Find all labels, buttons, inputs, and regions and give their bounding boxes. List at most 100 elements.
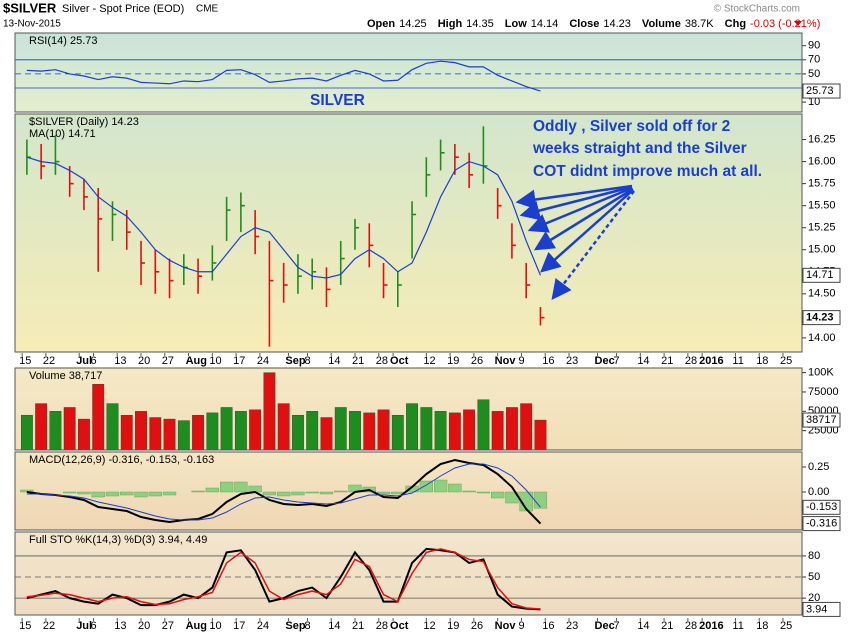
y-tick-label: 16.00 xyxy=(808,156,836,168)
x-tick-label: 6 xyxy=(90,620,96,632)
histogram-bar xyxy=(262,491,277,496)
volume-bar xyxy=(448,412,461,451)
x-tick-label: 17 xyxy=(233,620,245,632)
annotation-title: SILVER xyxy=(310,92,365,109)
panel-border xyxy=(14,32,803,113)
date: 13-Nov-2015 xyxy=(3,19,61,30)
panel-border xyxy=(14,113,803,353)
x-tick-label: Dec xyxy=(595,620,615,632)
histogram-bar xyxy=(277,491,291,497)
volume-bar xyxy=(506,407,518,451)
x-tick-label: 21 xyxy=(352,620,364,632)
y-tick-label: 75000 xyxy=(808,386,839,398)
volume-bar xyxy=(220,407,233,451)
quote-label: Low xyxy=(505,18,527,30)
legend-label: Full STO %K(14,3) %D(3) 3.94, 4.49 xyxy=(29,534,207,546)
legend-label: $SILVER (Daily) 14.23 xyxy=(29,116,139,128)
histogram-bar xyxy=(134,491,148,498)
y-tick-label: 100K xyxy=(808,367,834,379)
volume-bar xyxy=(63,407,76,451)
x-tick-label: 13 xyxy=(114,355,126,367)
volume-bar xyxy=(192,414,204,451)
x-tick-label: Oct xyxy=(390,620,409,632)
volume-bar xyxy=(234,411,247,451)
quote-value: 38.7K xyxy=(685,18,714,30)
quote-value: 14.35 xyxy=(466,18,494,30)
volume-bar xyxy=(135,411,147,451)
x-tick-label: 12 xyxy=(423,355,435,367)
x-tick-label: 14 xyxy=(328,620,340,632)
x-tick-label: 9 xyxy=(518,355,524,367)
x-tick-label: Oct xyxy=(390,355,409,367)
volume-bar xyxy=(349,411,361,451)
x-tick-label: 24 xyxy=(257,620,269,632)
y-tick-label: 10 xyxy=(808,96,820,108)
histogram-bar xyxy=(63,491,77,494)
x-tick-label: 21 xyxy=(352,355,364,367)
volume-bar xyxy=(206,412,219,451)
x-tick-label: 20 xyxy=(138,355,150,367)
volume-bar xyxy=(163,418,176,451)
x-tick-label: 2016 xyxy=(699,355,723,367)
x-tick-label: 15 xyxy=(19,355,31,367)
y-tick-label: 15.50 xyxy=(808,200,836,212)
x-tick-label: 6 xyxy=(90,355,96,367)
x-tick-label: 7 xyxy=(614,355,620,367)
histogram-bar xyxy=(419,480,433,493)
value-box-label: 25.73 xyxy=(806,85,834,97)
x-tick-label: 19 xyxy=(447,355,459,367)
volume-bar xyxy=(377,409,390,451)
histogram-bar xyxy=(219,481,234,493)
arrow xyxy=(540,189,634,273)
series-line xyxy=(26,548,541,610)
volume-bar xyxy=(406,403,418,451)
y-tick-label: 25000 xyxy=(808,425,839,437)
x-tick-label: 24 xyxy=(257,355,269,367)
volume-bar xyxy=(520,403,533,451)
value-box xyxy=(802,601,841,617)
volume-bar xyxy=(292,414,304,451)
x-tick-label: 12 xyxy=(423,620,435,632)
histogram-bar xyxy=(334,490,348,493)
value-box xyxy=(802,83,841,99)
volume-bar xyxy=(420,407,433,451)
volume-bar xyxy=(177,420,190,451)
y-tick-label: 50 xyxy=(808,571,820,583)
down-triangle xyxy=(794,21,802,26)
volume-bar xyxy=(92,384,105,451)
histogram-bar xyxy=(319,491,334,495)
volume-bar xyxy=(491,411,504,451)
x-tick-label: 8 xyxy=(304,355,310,367)
series-line xyxy=(26,156,542,279)
value-box xyxy=(802,267,841,283)
annotation-note: Oddly , Silver sold off for 2 xyxy=(533,118,730,135)
annotation-note: COT didnt improve much at all. xyxy=(533,163,762,180)
volume-bar xyxy=(149,417,162,451)
quote-label: Chg xyxy=(725,18,746,30)
quote-label: Volume xyxy=(642,18,681,30)
panel-border xyxy=(14,531,803,616)
volume-bar xyxy=(477,399,490,451)
x-tick-label: 21 xyxy=(661,620,673,632)
histogram-bar xyxy=(305,491,319,494)
histogram-bar xyxy=(491,491,505,499)
value-box-label: -0.316 xyxy=(806,518,837,530)
volume-bar xyxy=(20,414,33,451)
x-tick-label: Jul xyxy=(76,355,92,367)
volume-bar xyxy=(120,414,133,451)
series-line xyxy=(26,60,541,92)
x-tick-label: 21 xyxy=(661,355,673,367)
x-tick-label: 27 xyxy=(162,620,174,632)
x-tick-label: 23 xyxy=(566,355,578,367)
arrow xyxy=(533,187,634,251)
y-tick-label: 15.75 xyxy=(808,178,836,190)
x-tick-label: 2016 xyxy=(699,620,723,632)
volume-bar xyxy=(106,403,119,451)
x-tick-label: 11 xyxy=(732,355,743,367)
instrument-name: Silver - Spot Price (EOD) xyxy=(62,3,184,15)
series-line xyxy=(26,463,541,521)
histogram-bar xyxy=(105,491,120,497)
x-tick-label: Jul xyxy=(76,620,92,632)
